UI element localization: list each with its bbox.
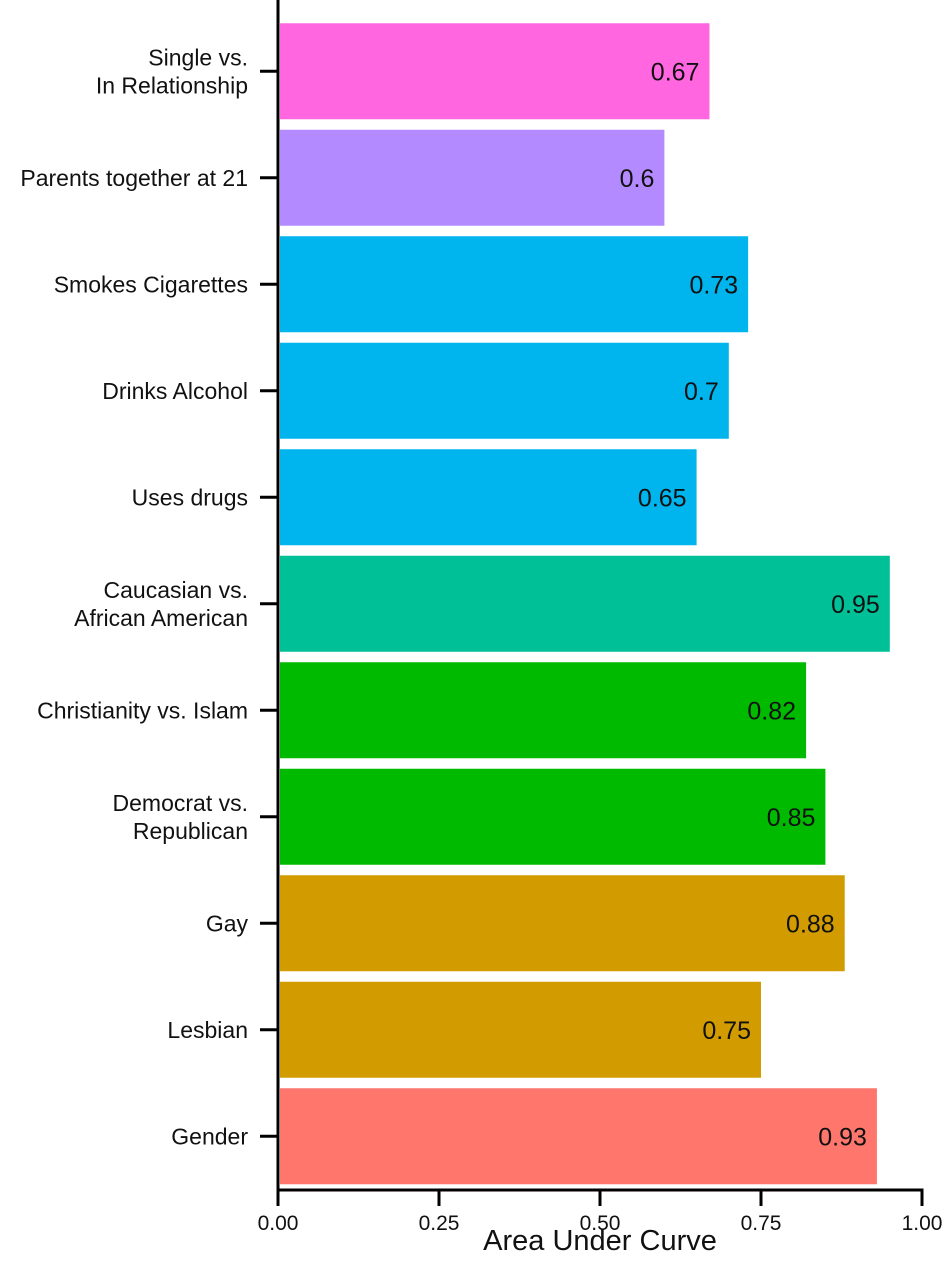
bars: [280, 23, 890, 1185]
bar-value-label: 0.6: [620, 165, 655, 193]
x-tick-label: 0.00: [258, 1212, 299, 1235]
x-tick-label: 1.00: [902, 1212, 943, 1235]
bar: [280, 555, 890, 652]
category-label: Republican: [133, 818, 248, 844]
labels: 0.67 Single vs.In Relationship 0.6 Parents …: [20, 44, 942, 1235]
x-axis-title: Area Under Curve: [483, 1225, 717, 1257]
bar: [280, 449, 697, 546]
axes: [260, 0, 924, 1206]
category-label: Parents together at 21: [20, 165, 248, 191]
category-label: African American: [74, 605, 248, 631]
bar-value-label: 0.93: [818, 1123, 867, 1151]
bar: [280, 23, 710, 120]
bar-value-label: 0.85: [767, 804, 816, 832]
bar: [280, 662, 807, 759]
category-label: Drinks Alcohol: [102, 378, 248, 404]
bar: [280, 981, 761, 1078]
bar: [280, 768, 826, 865]
bar-value-label: 0.88: [786, 910, 835, 938]
bar-value-label: 0.73: [689, 271, 738, 299]
bar: [280, 342, 729, 439]
category-label: Democrat vs.: [113, 790, 248, 816]
category-label: Gay: [206, 910, 249, 936]
bar: [280, 236, 749, 333]
x-tick-label: 0.25: [419, 1212, 460, 1235]
category-label: Christianity vs. Islam: [37, 697, 248, 723]
category-label: Uses drugs: [132, 484, 248, 510]
bar-value-label: 0.75: [702, 1017, 751, 1045]
bar: [280, 875, 845, 972]
bar-value-label: 0.95: [831, 591, 880, 619]
category-label: In Relationship: [96, 72, 248, 98]
category-label: Caucasian vs.: [104, 577, 248, 603]
bar-value-label: 0.82: [747, 697, 796, 725]
x-tick-label: 0.75: [741, 1212, 782, 1235]
bar: [280, 129, 665, 226]
bar-value-label: 0.67: [651, 58, 700, 86]
category-label: Lesbian: [167, 1017, 248, 1043]
bar-value-label: 0.7: [684, 378, 719, 406]
category-label: Smokes Cigarettes: [54, 271, 248, 297]
category-label: Single vs.: [148, 44, 248, 70]
x-tick-label: 0.50: [580, 1212, 621, 1235]
bar: [280, 1088, 877, 1185]
category-label: Gender: [171, 1123, 248, 1149]
bar-value-label: 0.65: [638, 484, 687, 512]
